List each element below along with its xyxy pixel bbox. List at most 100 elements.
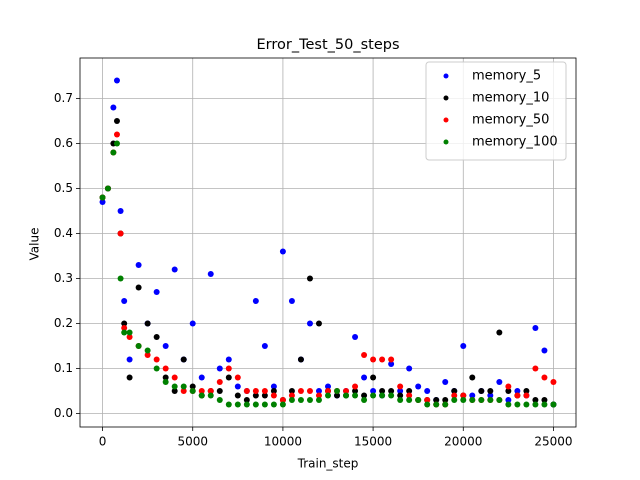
point — [541, 347, 548, 354]
point — [121, 325, 128, 331]
point — [225, 374, 232, 381]
point — [113, 77, 120, 84]
point — [198, 388, 205, 394]
chart-title: Error_Test_50_steps — [256, 37, 399, 53]
point — [306, 320, 313, 327]
point — [207, 388, 214, 394]
point — [370, 388, 377, 394]
point — [460, 392, 467, 399]
point — [261, 343, 268, 349]
point — [216, 365, 223, 372]
x-tick-label: 10000 — [264, 435, 302, 449]
y-tick-label: 0.5 — [54, 181, 73, 195]
point — [379, 388, 386, 394]
point — [343, 388, 350, 394]
point — [523, 388, 530, 394]
point — [334, 392, 341, 399]
point — [110, 104, 117, 111]
point — [433, 401, 440, 408]
point — [415, 397, 422, 403]
point — [460, 397, 467, 403]
y-tick-label: 0.4 — [54, 226, 73, 240]
point — [424, 397, 431, 403]
y-tick-label: 0.1 — [54, 361, 73, 375]
point — [487, 397, 494, 403]
point — [532, 365, 539, 372]
point — [121, 298, 128, 304]
point — [424, 401, 431, 408]
point — [113, 140, 120, 147]
point — [104, 185, 111, 192]
point — [171, 388, 178, 394]
point — [153, 365, 160, 372]
point — [523, 401, 530, 408]
point — [442, 379, 449, 385]
point — [361, 397, 368, 403]
point — [126, 356, 133, 363]
point — [370, 374, 377, 381]
point — [216, 388, 223, 394]
point — [315, 320, 322, 327]
point — [162, 365, 169, 372]
point — [216, 379, 223, 385]
point — [113, 131, 120, 138]
point — [514, 401, 521, 408]
point — [252, 392, 259, 399]
point — [388, 392, 395, 399]
point — [315, 388, 322, 394]
point — [334, 388, 341, 394]
point — [207, 271, 214, 277]
point — [198, 374, 205, 381]
point — [126, 334, 133, 340]
point — [478, 397, 485, 403]
point — [442, 401, 449, 408]
point — [406, 388, 413, 394]
point — [325, 383, 331, 390]
point — [388, 388, 395, 394]
point — [121, 329, 128, 336]
point — [252, 298, 259, 304]
point — [243, 388, 250, 394]
point — [379, 392, 386, 399]
point — [523, 392, 530, 399]
point — [117, 208, 124, 214]
point — [306, 388, 313, 394]
x-tick-label: 20000 — [444, 435, 482, 449]
point — [433, 397, 440, 403]
x-tick-label: 0 — [99, 435, 107, 449]
point — [505, 383, 512, 390]
point — [361, 374, 368, 381]
point — [343, 392, 350, 399]
point — [99, 194, 106, 201]
point — [550, 379, 557, 385]
point — [397, 392, 404, 399]
legend-label: memory_50 — [472, 113, 549, 128]
series — [99, 131, 557, 408]
legend-marker — [443, 139, 449, 145]
series — [99, 140, 557, 408]
point — [270, 388, 277, 394]
point — [135, 343, 142, 349]
point — [297, 388, 304, 394]
legend-label: memory_10 — [472, 91, 549, 106]
point — [144, 320, 151, 327]
point — [162, 379, 169, 385]
x-tick-label: 15000 — [354, 435, 392, 449]
point — [234, 383, 241, 390]
point — [189, 383, 196, 390]
legend-marker — [443, 117, 449, 123]
point — [361, 352, 368, 358]
point — [189, 320, 196, 327]
point — [297, 397, 304, 403]
legend-marker — [443, 95, 449, 101]
point — [505, 388, 512, 394]
point — [379, 356, 386, 363]
point — [153, 289, 160, 295]
point — [279, 401, 286, 408]
y-tick-label: 0.0 — [54, 406, 73, 420]
point — [252, 388, 259, 394]
point — [469, 374, 476, 381]
point — [153, 334, 160, 340]
point — [469, 392, 476, 399]
